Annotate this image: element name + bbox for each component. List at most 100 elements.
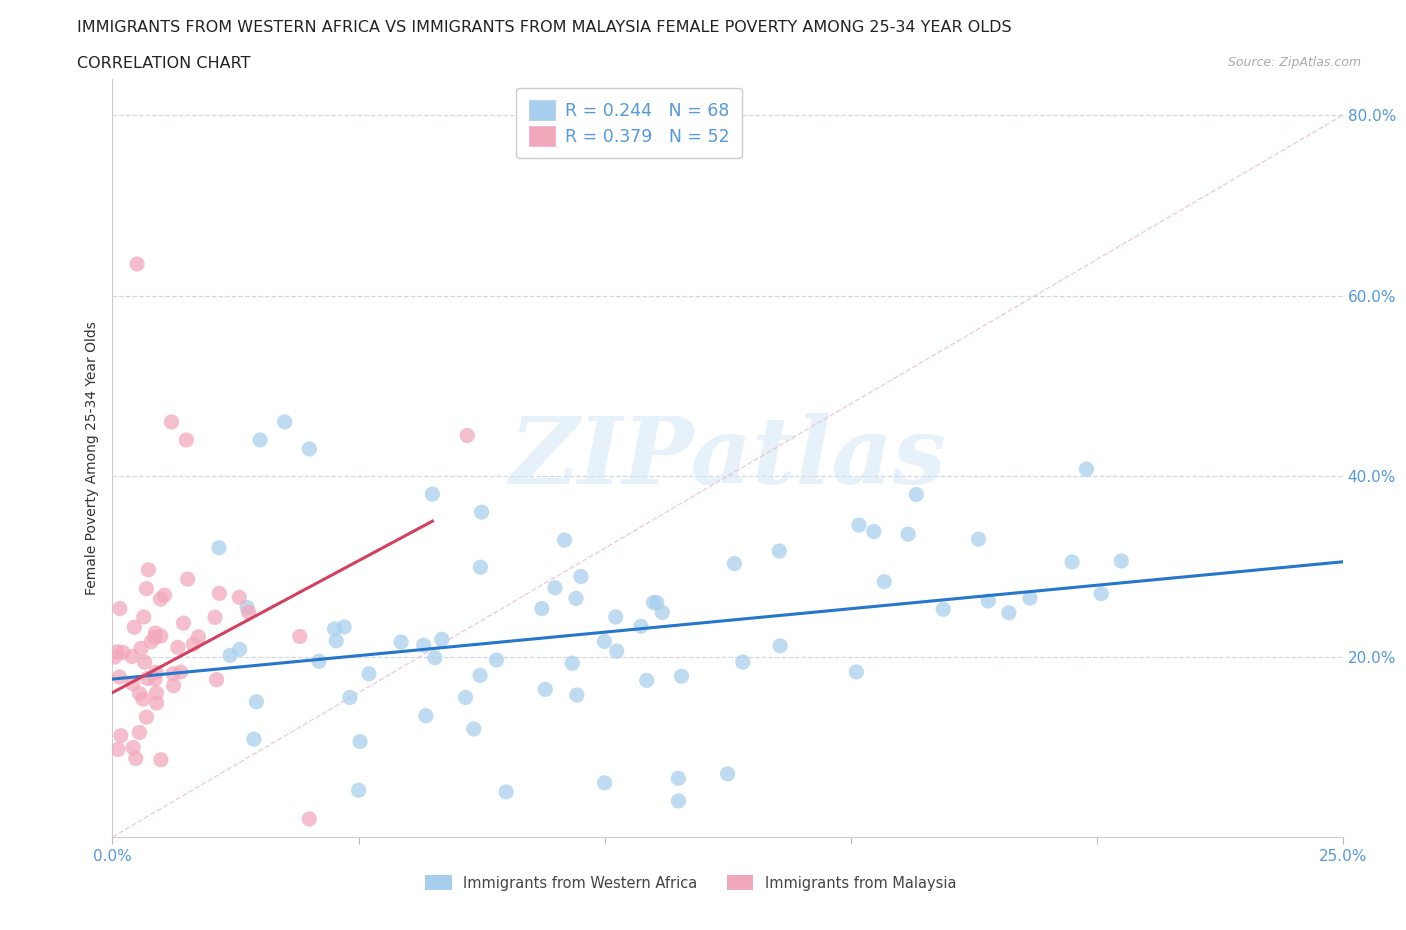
Point bbox=[495, 784, 517, 799]
Point bbox=[238, 604, 260, 619]
Point bbox=[132, 692, 155, 707]
Point bbox=[132, 609, 155, 624]
Point bbox=[170, 665, 193, 680]
Point bbox=[167, 640, 190, 655]
Point bbox=[104, 649, 127, 664]
Point bbox=[162, 678, 184, 693]
Text: ZIPatlas: ZIPatlas bbox=[509, 413, 946, 503]
Point bbox=[160, 415, 183, 430]
Point bbox=[845, 664, 868, 679]
Point bbox=[731, 655, 754, 670]
Point bbox=[162, 666, 184, 681]
Point bbox=[111, 644, 134, 659]
Point bbox=[145, 665, 167, 680]
Point bbox=[108, 670, 131, 684]
Point bbox=[873, 574, 896, 589]
Point bbox=[122, 740, 145, 755]
Point bbox=[554, 533, 576, 548]
Point bbox=[967, 532, 990, 547]
Point bbox=[138, 563, 160, 578]
Point bbox=[636, 673, 658, 688]
Point bbox=[470, 560, 492, 575]
Point bbox=[245, 695, 267, 710]
Point bbox=[565, 687, 588, 702]
Point bbox=[1111, 553, 1133, 568]
Point bbox=[172, 616, 194, 631]
Point bbox=[136, 671, 159, 686]
Point bbox=[769, 639, 792, 654]
Y-axis label: Female Poverty Among 25-34 Year Olds: Female Poverty Among 25-34 Year Olds bbox=[84, 321, 98, 595]
Point bbox=[134, 655, 156, 670]
Point bbox=[149, 591, 172, 606]
Point bbox=[463, 722, 485, 737]
Point bbox=[470, 505, 494, 520]
Point bbox=[125, 751, 148, 766]
Point bbox=[998, 605, 1021, 620]
Point bbox=[430, 631, 453, 646]
Point bbox=[208, 586, 231, 601]
Text: CORRELATION CHART: CORRELATION CHART bbox=[77, 56, 250, 71]
Point bbox=[236, 600, 259, 615]
Point bbox=[135, 710, 157, 724]
Point bbox=[569, 569, 592, 584]
Point bbox=[107, 742, 129, 757]
Point bbox=[1090, 586, 1112, 601]
Point bbox=[977, 593, 1000, 608]
Point bbox=[205, 672, 228, 687]
Point bbox=[153, 588, 176, 603]
Point bbox=[176, 572, 198, 587]
Point bbox=[128, 725, 150, 740]
Point bbox=[298, 442, 321, 457]
Point bbox=[333, 619, 356, 634]
Point bbox=[219, 648, 242, 663]
Point bbox=[668, 793, 690, 808]
Point bbox=[389, 634, 412, 649]
Point bbox=[643, 595, 665, 610]
Point bbox=[124, 619, 146, 634]
Point bbox=[717, 766, 740, 781]
Point bbox=[121, 649, 143, 664]
Point bbox=[561, 656, 583, 671]
Point bbox=[768, 544, 790, 559]
Point bbox=[1076, 461, 1098, 476]
Point bbox=[298, 812, 321, 827]
Point bbox=[454, 690, 477, 705]
Point bbox=[127, 257, 149, 272]
Point bbox=[723, 556, 745, 571]
Point bbox=[863, 524, 886, 538]
Point bbox=[228, 642, 250, 657]
Point bbox=[308, 654, 330, 669]
Point bbox=[181, 637, 204, 652]
Point bbox=[651, 605, 673, 620]
Point bbox=[485, 653, 508, 668]
Point bbox=[145, 696, 167, 711]
Point bbox=[415, 709, 437, 724]
Text: Source: ZipAtlas.com: Source: ZipAtlas.com bbox=[1227, 56, 1361, 69]
Point bbox=[149, 752, 172, 767]
Point bbox=[204, 610, 226, 625]
Point bbox=[423, 650, 446, 665]
Point bbox=[323, 621, 346, 636]
Point bbox=[349, 734, 371, 749]
Point bbox=[357, 667, 380, 682]
Point bbox=[141, 634, 163, 649]
Point bbox=[905, 487, 928, 502]
Point bbox=[456, 428, 478, 443]
Point bbox=[187, 630, 209, 644]
Legend: Immigrants from Western Africa, Immigrants from Malaysia: Immigrants from Western Africa, Immigran… bbox=[418, 868, 963, 898]
Point bbox=[149, 629, 172, 644]
Point bbox=[228, 590, 250, 604]
Point bbox=[110, 728, 132, 743]
Point bbox=[128, 686, 150, 701]
Point bbox=[848, 518, 870, 533]
Point bbox=[339, 690, 361, 705]
Point bbox=[645, 595, 668, 610]
Point bbox=[668, 771, 690, 786]
Point bbox=[1062, 554, 1084, 569]
Point bbox=[145, 685, 167, 700]
Point bbox=[565, 591, 588, 605]
Point bbox=[135, 581, 157, 596]
Point bbox=[593, 776, 616, 790]
Point bbox=[174, 432, 197, 447]
Point bbox=[593, 634, 616, 649]
